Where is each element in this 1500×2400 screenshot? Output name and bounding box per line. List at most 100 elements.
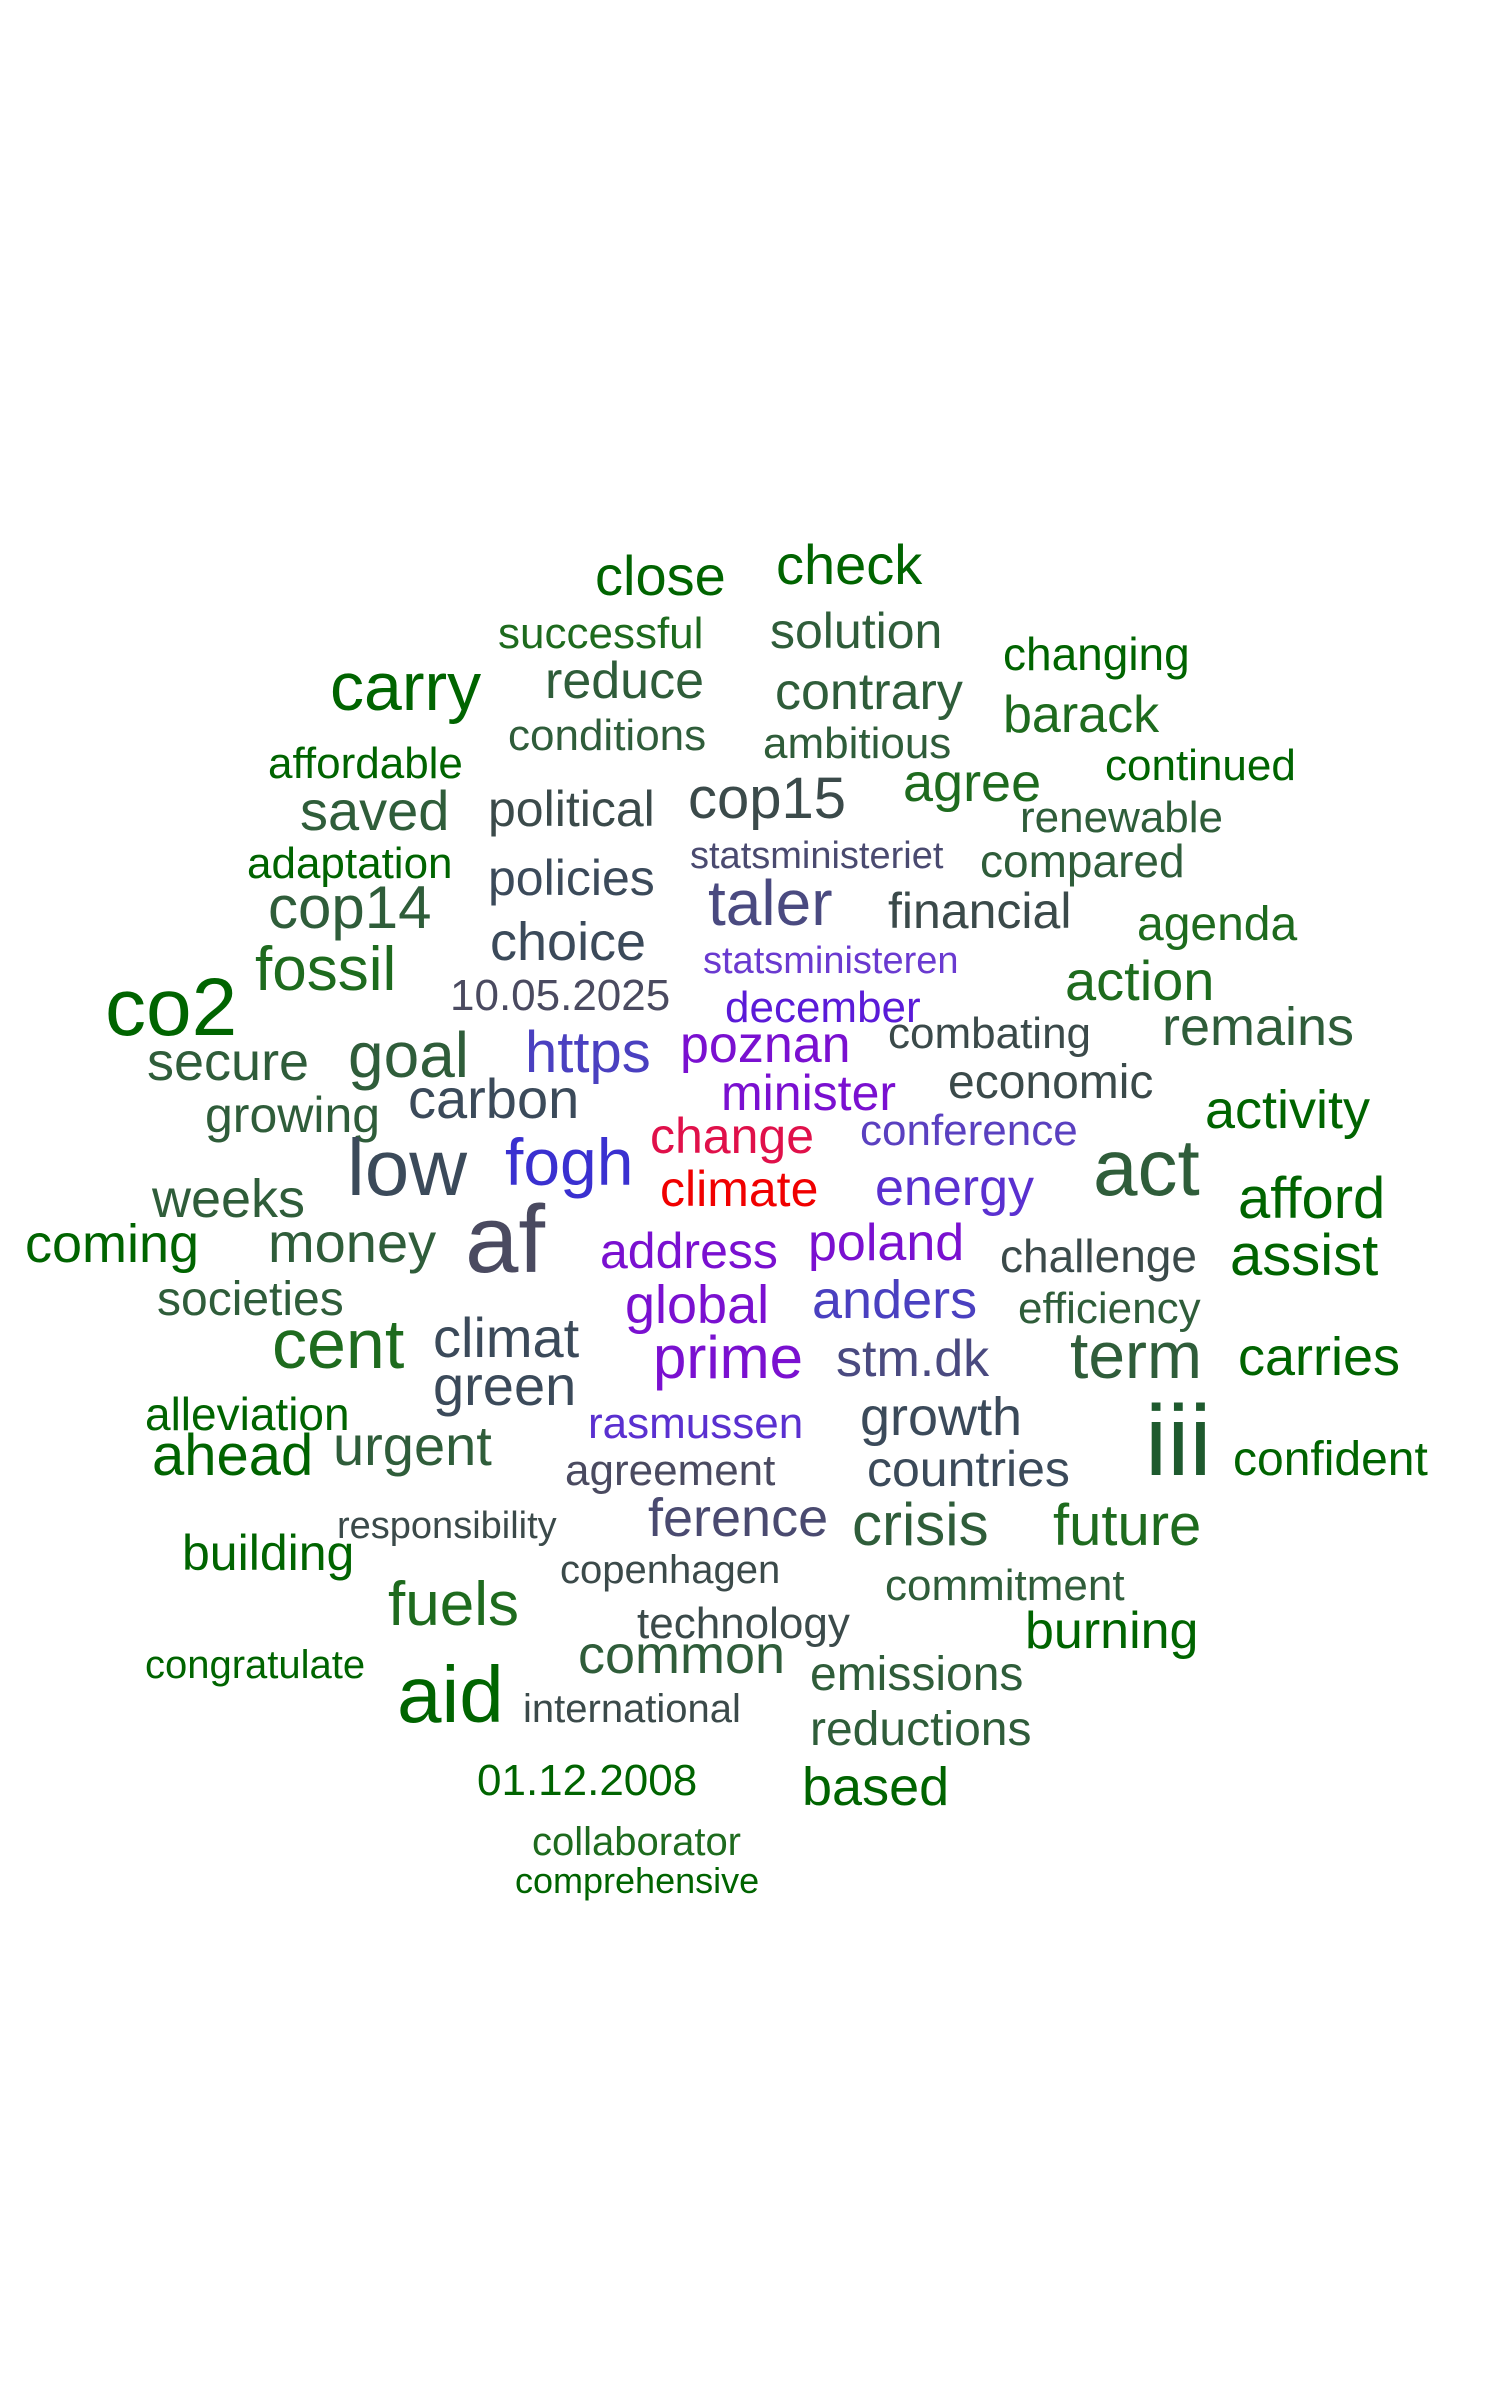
cloud-word: adaptation: [247, 839, 453, 888]
cloud-word: term: [1070, 1318, 1202, 1392]
cloud-word: changing: [1003, 628, 1190, 680]
cloud-word: afford: [1238, 1166, 1385, 1231]
cloud-word: carbon: [408, 1067, 579, 1130]
cloud-word: statsministeriet: [690, 835, 944, 877]
cloud-word: international: [523, 1687, 741, 1731]
cloud-word: goal: [348, 1019, 469, 1091]
cloud-word: climate: [660, 1161, 818, 1217]
cloud-word: burning: [1025, 1602, 1198, 1660]
cloud-word: confident: [1233, 1433, 1428, 1486]
cloud-word: aid: [397, 1650, 504, 1739]
cloud-word: global: [625, 1275, 769, 1335]
cloud-word: countries: [867, 1441, 1070, 1497]
cloud-word: agenda: [1137, 898, 1297, 951]
cloud-word: cop15: [688, 766, 846, 831]
cloud-word: ahead: [152, 1423, 313, 1488]
cloud-word: comprehensive: [515, 1860, 759, 1901]
cloud-word: coming: [25, 1214, 199, 1274]
cloud-word: crisis: [852, 1491, 989, 1558]
cloud-word: political: [488, 781, 655, 837]
cloud-word: responsibility: [337, 1505, 557, 1547]
cloud-word: green: [433, 1354, 576, 1417]
cloud-word: minister: [721, 1065, 896, 1121]
cloud-word: contrary: [775, 663, 963, 721]
cloud-word: renewable: [1020, 793, 1223, 842]
cloud-word: emissions: [810, 1648, 1023, 1701]
cloud-word: carry: [330, 649, 481, 725]
cloud-word: combating: [888, 1009, 1091, 1058]
cloud-word: close: [595, 544, 726, 607]
cloud-word: fuels: [388, 1570, 519, 1639]
cloud-word: act: [1093, 1123, 1200, 1212]
cloud-word: barack: [1003, 686, 1160, 744]
cloud-word: financial: [888, 883, 1071, 939]
cloud-word: affordable: [268, 739, 463, 788]
cloud-word: rasmussen: [588, 1399, 803, 1448]
cloud-word: growth: [860, 1387, 1022, 1447]
cloud-word: agreement: [565, 1446, 775, 1495]
cloud-word: taler: [708, 867, 833, 939]
cloud-word: af: [465, 1186, 545, 1293]
cloud-word: weeks: [151, 1169, 305, 1229]
cloud-word: poland: [808, 1214, 964, 1272]
cloud-word: collaborator: [532, 1820, 741, 1864]
cloud-word: conditions: [508, 711, 706, 760]
cloud-word: alleviation: [145, 1388, 350, 1440]
cloud-word: policies: [488, 850, 655, 906]
cloud-word: stm.dk: [836, 1330, 990, 1388]
cloud-word: societies: [157, 1273, 344, 1326]
cloud-word: 10.05.2025: [450, 971, 670, 1020]
cloud-word: fogh: [505, 1125, 633, 1199]
cloud-word: saved: [300, 779, 449, 842]
cloud-word: co2: [105, 962, 237, 1053]
cloud-word: efficiency: [1018, 1284, 1201, 1333]
cloud-word: assist: [1230, 1223, 1378, 1288]
cloud-word: continued: [1105, 741, 1296, 790]
cloud-word: address: [600, 1223, 778, 1279]
cloud-word: fossil: [255, 935, 396, 1004]
cloud-word: remains: [1162, 997, 1354, 1057]
cloud-word: activity: [1205, 1080, 1370, 1140]
cloud-word: secure: [147, 1032, 309, 1092]
cloud-word: climat: [433, 1306, 580, 1369]
cloud-word: change: [650, 1108, 814, 1164]
cloud-word: low: [347, 1123, 467, 1212]
cloud-word: december: [725, 983, 921, 1032]
cloud-word: statsministeren: [703, 940, 959, 982]
cloud-word: ambitious: [763, 719, 951, 768]
cloud-word: ference: [648, 1488, 828, 1548]
cloud-word: action: [1065, 949, 1214, 1012]
cloud-word: cent: [272, 1305, 404, 1383]
cloud-word: reduce: [545, 652, 704, 710]
cloud-word: commitment: [885, 1561, 1125, 1610]
cloud-word: urgent: [333, 1414, 492, 1477]
cloud-word: reductions: [810, 1703, 1031, 1756]
cloud-word: 01.12.2008: [477, 1756, 697, 1805]
cloud-word: anders: [812, 1270, 977, 1330]
cloud-word: based: [802, 1757, 949, 1817]
cloud-word: building: [182, 1525, 354, 1581]
cloud-word: growing: [205, 1087, 380, 1143]
cloud-word: https: [525, 1020, 651, 1085]
cloud-word: successful: [498, 609, 703, 658]
cloud-word: money: [268, 1211, 436, 1274]
cloud-word: prime: [653, 1324, 803, 1391]
cloud-word: choice: [490, 912, 646, 972]
cloud-word: cop14: [268, 874, 431, 941]
cloud-word: solution: [770, 603, 942, 659]
cloud-word: energy: [875, 1159, 1034, 1217]
cloud-word: future: [1053, 1493, 1201, 1558]
cloud-word: conference: [860, 1106, 1078, 1155]
cloud-word: carries: [1238, 1327, 1400, 1387]
cloud-word: compared: [980, 835, 1185, 887]
cloud-word: congratulate: [145, 1643, 365, 1687]
cloud-word: iii: [1145, 1385, 1212, 1497]
cloud-word: agree: [903, 753, 1041, 813]
cloud-word: check: [776, 533, 923, 596]
cloud-word: poznan: [680, 1016, 851, 1074]
cloud-word: common: [578, 1625, 785, 1685]
cloud-word: technology: [637, 1599, 850, 1648]
cloud-word: economic: [948, 1056, 1153, 1109]
cloud-word: copenhagen: [560, 1548, 780, 1592]
